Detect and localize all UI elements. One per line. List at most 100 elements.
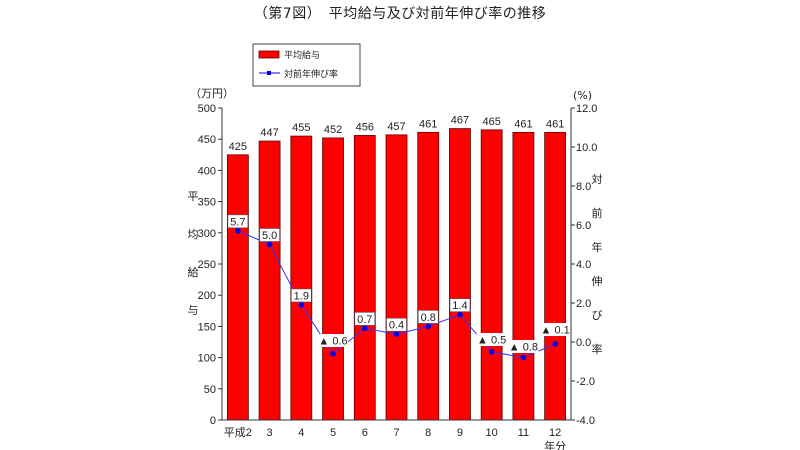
- bar-value-label: 465: [483, 116, 501, 128]
- right-tick-label: 4.0: [576, 259, 591, 271]
- left-tick-label: 300: [198, 228, 216, 240]
- right-tick-label: -4.0: [576, 415, 595, 427]
- left-axis-unit: （万円）: [190, 87, 234, 100]
- growth-value-label: 0.4: [389, 320, 404, 332]
- left-axis-title-char: 均: [188, 228, 199, 241]
- legend-line-label: 対前年伸び率: [284, 68, 338, 80]
- x-tick-label: 平成2: [224, 426, 252, 439]
- growth-value-label: ▲ 0.1: [541, 325, 570, 337]
- legend-line-marker: [267, 71, 271, 75]
- x-tick-label: 6: [362, 427, 368, 439]
- growth-marker: [425, 323, 432, 330]
- growth-marker: [330, 350, 336, 357]
- bar-value-label: 425: [229, 141, 247, 153]
- bar: [385, 134, 408, 421]
- bar: [353, 135, 376, 421]
- bar-value-label: 467: [451, 115, 469, 127]
- legend-bar-label: 平均給与: [284, 49, 320, 61]
- left-axis-title-char: 与: [188, 304, 199, 317]
- x-tick-label: 11: [518, 427, 529, 439]
- left-tick-label: 100: [198, 353, 216, 365]
- bar-value-label: 455: [292, 122, 310, 134]
- left-tick-label: 200: [198, 290, 216, 302]
- bar: [226, 154, 249, 421]
- axes-group: 0 50 100 150 200 250 300 350 400 450 500 -4.0 -2.0 0.…: [198, 103, 598, 427]
- right-axis-title-char: 前: [592, 206, 603, 220]
- left-tick-label: 450: [198, 134, 216, 146]
- right-tick-label: 0.0: [576, 337, 591, 349]
- bar: [512, 131, 535, 421]
- growth-value-label: 0.8: [421, 312, 436, 324]
- right-tick-label: 8.0: [576, 181, 591, 193]
- right-axis-title-char: 伸: [592, 275, 603, 288]
- x-axis-suffix: 年分: [544, 439, 566, 450]
- left-tick-label: 500: [198, 103, 216, 115]
- x-tick-label: 4: [298, 427, 304, 439]
- x-tick-label: 9: [457, 427, 463, 439]
- bar-value-label: 461: [546, 118, 564, 130]
- growth-marker: [552, 341, 558, 347]
- growth-value-label: 5.7: [230, 216, 245, 228]
- bar-value-label: 452: [324, 124, 342, 136]
- bar: [290, 135, 313, 421]
- bar-value-label: 447: [260, 127, 278, 139]
- left-tick-label: 150: [198, 321, 216, 333]
- left-tick-label: 400: [198, 165, 216, 177]
- left-tick-label: 50: [204, 384, 216, 396]
- bar: [258, 140, 281, 421]
- growth-marker: [266, 241, 273, 248]
- growth-value-label: 0.7: [357, 314, 372, 326]
- bar-value-label: 457: [387, 121, 405, 133]
- x-tick-label: 3: [267, 427, 273, 439]
- growth-value-label: ▲ 0.6: [318, 336, 347, 348]
- left-axis-title-char: 平: [188, 190, 199, 203]
- right-axis-title-char: 対: [592, 172, 603, 186]
- right-tick-label: 12.0: [576, 103, 597, 115]
- bar: [449, 128, 471, 421]
- growth-line-group: 5.7 5.0 1.9 ▲ 0.6 0.7 0.4 0.8 1.4 ▲ 0.5▲ 0.8▲ 0.…: [227, 214, 571, 361]
- left-tick-label: 0: [210, 415, 216, 427]
- right-axis-unit: (%): [573, 89, 592, 102]
- growth-marker: [393, 331, 400, 338]
- bar: [322, 137, 344, 421]
- right-axis-title-char: 率: [592, 342, 603, 356]
- growth-value-label: 1.9: [294, 290, 309, 302]
- left-axis-title-char: 給: [188, 265, 199, 279]
- right-tick-label: 10.0: [576, 142, 597, 154]
- growth-value-label: 1.4: [452, 300, 467, 312]
- growth-marker: [520, 354, 527, 361]
- x-tick-label: 12: [549, 427, 561, 439]
- growth-marker: [457, 311, 463, 318]
- bar: [480, 129, 503, 421]
- right-axis-title-char: 年: [592, 240, 603, 254]
- right-axis-title-char: び: [592, 309, 603, 322]
- legend: 平均給与 対前年伸び率: [252, 43, 361, 87]
- growth-marker: [361, 325, 368, 332]
- axis-titles: 平均給与 対前年伸び率: [188, 172, 603, 356]
- bars-group: 425 447 455 452 456 457 461 467 465 461 461: [226, 115, 567, 421]
- right-tick-label: 2.0: [576, 298, 591, 310]
- growth-value-label: ▲ 0.5: [477, 335, 506, 347]
- growth-marker: [298, 302, 305, 308]
- x-tick-label: 8: [425, 427, 431, 439]
- x-tick-label: 10: [486, 427, 498, 439]
- left-tick-label: 250: [198, 259, 216, 271]
- x-tick-label: 7: [393, 427, 399, 439]
- bar: [544, 131, 567, 421]
- legend-bar-swatch: [258, 50, 280, 59]
- growth-marker: [488, 348, 495, 355]
- bar-value-label: 461: [419, 118, 437, 130]
- bar: [417, 131, 440, 421]
- growth-value-label: ▲ 0.8: [509, 342, 538, 354]
- left-tick-label: 350: [198, 197, 216, 209]
- bar-value-label: 461: [514, 118, 532, 130]
- right-tick-label: 6.0: [576, 220, 591, 232]
- x-tick-label: 5: [330, 427, 336, 439]
- growth-marker: [235, 228, 241, 234]
- right-tick-label: -2.0: [576, 376, 595, 388]
- chart-title: （第7図） 平均給与及び対前年伸び率の推移: [253, 6, 547, 22]
- growth-value-label: 5.0: [262, 230, 277, 242]
- bar-value-label: 456: [356, 121, 374, 133]
